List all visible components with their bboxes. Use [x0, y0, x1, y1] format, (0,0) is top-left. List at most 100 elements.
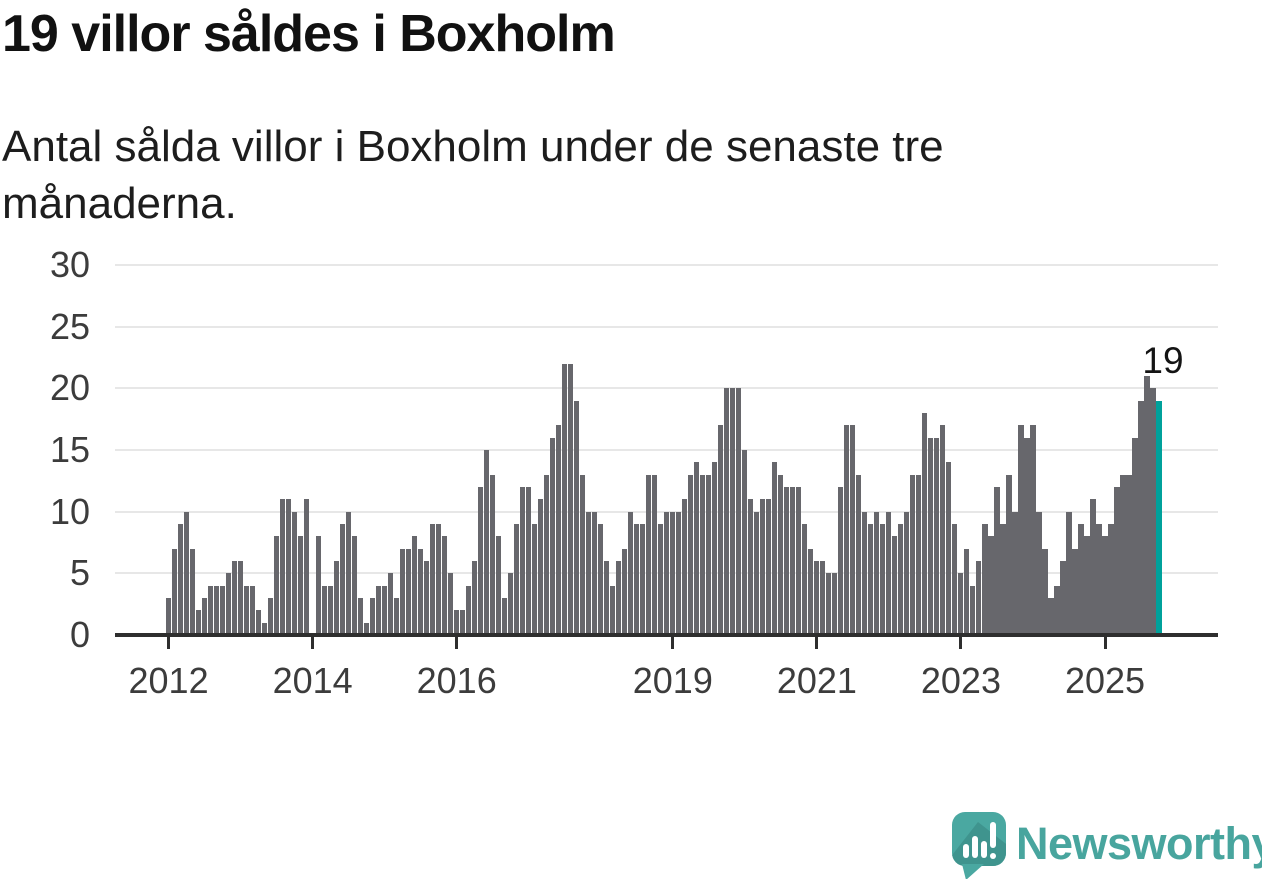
gridline	[115, 448, 1218, 451]
bar	[1012, 511, 1018, 635]
bar	[1138, 400, 1144, 635]
bar	[652, 474, 658, 635]
bar	[352, 536, 358, 635]
bar	[1132, 437, 1138, 635]
bar	[472, 560, 478, 635]
gridline	[115, 325, 1218, 328]
bar	[718, 425, 724, 635]
x-axis-tick-label: 2012	[128, 660, 209, 701]
bar	[424, 560, 430, 635]
bar	[1054, 585, 1060, 635]
bar	[340, 523, 346, 635]
bar	[862, 511, 868, 635]
logo-chart-bar-icon	[963, 844, 969, 858]
bar	[1078, 523, 1084, 635]
bar	[406, 548, 412, 635]
bar	[478, 486, 484, 635]
logo-chart-bar-icon	[972, 836, 978, 858]
bar	[1084, 536, 1090, 635]
bar	[610, 585, 616, 635]
bar	[592, 511, 598, 635]
bar	[550, 437, 556, 635]
bar	[736, 388, 742, 635]
x-axis-tick-label: 2019	[632, 660, 713, 701]
bar	[544, 474, 550, 635]
y-axis-tick-label: 25	[49, 305, 90, 347]
bar	[556, 425, 562, 635]
bar	[730, 388, 736, 635]
bar	[520, 486, 526, 635]
newsworthy-logo-text: Newsworthy	[1016, 818, 1262, 869]
bar	[970, 585, 976, 635]
bar	[166, 597, 172, 635]
bar	[850, 425, 856, 635]
bar	[226, 573, 232, 635]
bar	[910, 474, 916, 635]
bar	[412, 536, 418, 635]
bar	[1024, 437, 1030, 635]
highlighted-bar	[1156, 400, 1162, 635]
bar	[922, 412, 928, 635]
logo-exclamation-dot-icon	[990, 853, 996, 859]
bar	[190, 548, 196, 635]
bar	[868, 523, 874, 635]
bar	[358, 597, 364, 635]
bar	[562, 363, 568, 635]
bar	[904, 511, 910, 635]
x-axis-tick	[671, 637, 675, 649]
bar	[694, 462, 700, 635]
bar	[208, 585, 214, 635]
gridline	[115, 387, 1218, 390]
bar	[760, 499, 766, 635]
bar	[376, 585, 382, 635]
bar	[616, 560, 622, 635]
bar	[304, 499, 310, 635]
bar	[1030, 425, 1036, 635]
bar	[1144, 375, 1150, 635]
x-axis-line	[115, 633, 1218, 637]
bar	[514, 523, 520, 635]
bar	[988, 536, 994, 635]
bar	[964, 548, 970, 635]
bar	[1060, 560, 1066, 635]
bar	[880, 523, 886, 635]
bar	[724, 388, 730, 635]
bar	[706, 474, 712, 635]
bar	[568, 363, 574, 635]
y-axis-tick-label: 5	[69, 552, 90, 594]
bar	[484, 449, 490, 635]
bar	[772, 462, 778, 635]
x-axis-tick	[959, 637, 963, 649]
bar	[916, 474, 922, 635]
bar	[634, 523, 640, 635]
bar	[382, 585, 388, 635]
bar	[256, 610, 262, 635]
bar	[280, 499, 286, 635]
y-axis-tick-label: 15	[49, 428, 90, 470]
x-axis-tick	[167, 637, 171, 649]
bar	[172, 548, 178, 635]
bar	[1120, 474, 1126, 635]
bar	[790, 486, 796, 635]
bar	[1072, 548, 1078, 635]
bar	[982, 523, 988, 635]
bar	[274, 536, 280, 635]
bar	[754, 511, 760, 635]
bar	[958, 573, 964, 635]
bar	[748, 499, 754, 635]
x-axis-tick	[311, 637, 315, 649]
logo-exclamation-icon	[990, 822, 996, 848]
bar	[892, 536, 898, 635]
bar	[814, 560, 820, 635]
bar	[646, 474, 652, 635]
bar	[1036, 511, 1042, 635]
bar	[994, 486, 1000, 635]
bar	[202, 597, 208, 635]
chart-subtitle: Antal sålda villor i Boxholm under de se…	[2, 122, 944, 228]
bar	[298, 536, 304, 635]
bar	[1018, 425, 1024, 635]
bar	[622, 548, 628, 635]
bar	[580, 474, 586, 635]
x-axis-tick-label: 2016	[416, 660, 497, 701]
bar	[832, 573, 838, 635]
